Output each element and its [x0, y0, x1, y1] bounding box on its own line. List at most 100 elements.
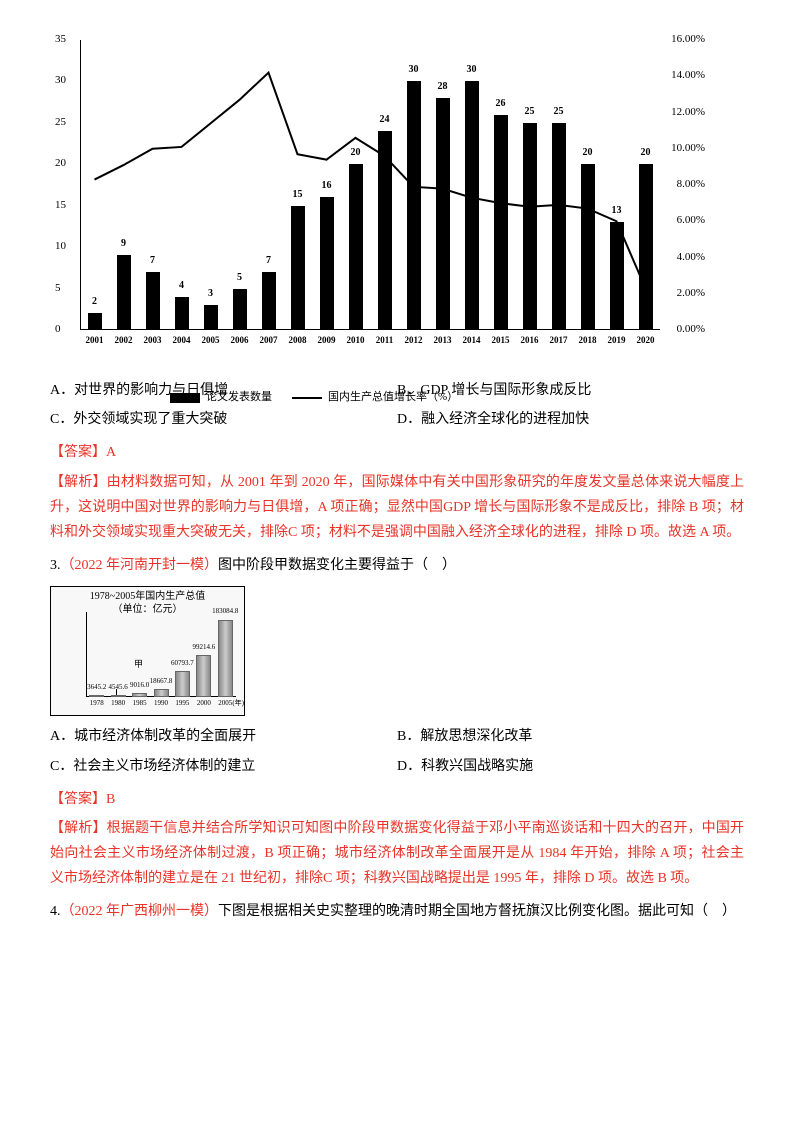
x-axis-label: 2018: [579, 332, 597, 348]
q3-exam-ref: （2022 年河南开封一模）: [61, 558, 219, 573]
bar-value-label: 9: [121, 235, 126, 253]
y-left-tick: 10: [55, 237, 66, 257]
small-x-label: 1990: [154, 697, 168, 710]
bar-value-label: 20: [641, 144, 651, 162]
chart-bar: [581, 164, 595, 330]
chart-bar: [436, 98, 450, 330]
x-axis-label: 2016: [521, 332, 539, 348]
chart-bar: [291, 206, 305, 330]
option-b: B．解放思想深化改革: [397, 724, 744, 749]
small-bar-label: 9016.0: [130, 679, 149, 692]
bar-value-label: 4: [179, 277, 184, 295]
bar-value-label: 16: [322, 177, 332, 195]
chart-bar: [320, 197, 334, 330]
q3-number: 3.: [50, 558, 61, 573]
y-right-tick: 0.00%: [677, 320, 705, 340]
x-axis-label: 2019: [608, 332, 626, 348]
q2-answer: 【答案】A: [50, 440, 744, 465]
main-combo-chart: 051015202530350.00%2.00%4.00%6.00%8.00%1…: [50, 30, 690, 370]
x-axis-label: 2009: [318, 332, 336, 348]
bar-value-label: 30: [467, 61, 477, 79]
x-axis-label: 2017: [550, 332, 568, 348]
bar-value-label: 30: [409, 61, 419, 79]
gdp-growth-line: [80, 40, 660, 330]
q4-exam-ref: （2022 年广西柳州一模）: [61, 904, 219, 919]
question-3-stem: 3.（2022 年河南开封一模）图中阶段甲数据变化主要得益于（ ）: [50, 553, 744, 578]
chart-bar: [378, 131, 392, 330]
option-d: D．融入经济全球化的进程加快: [397, 407, 744, 432]
gdp-small-chart: 1978~2005年国内生产总值 （单位：亿元） 甲 (年) 3645.2197…: [50, 586, 245, 716]
chart-bar: [407, 81, 421, 330]
y-left-tick: 30: [55, 72, 66, 92]
q3-analysis: 【解析】根据题干信息并结合所学知识可知图中阶段甲数据变化得益于邓小平南巡谈话和十…: [50, 816, 744, 892]
small-x-suffix: (年): [232, 697, 244, 710]
y-left-tick: 15: [55, 196, 66, 216]
chart-bar: [349, 164, 363, 330]
x-axis-label: 2004: [173, 332, 191, 348]
chart-bar: [494, 115, 508, 330]
y-right-tick: 2.00%: [677, 284, 705, 304]
x-axis-label: 2012: [405, 332, 423, 348]
bar-value-label: 13: [612, 202, 622, 220]
y-right-tick: 4.00%: [677, 248, 705, 268]
option-c: C．外交领域实现了重大突破: [50, 407, 397, 432]
small-bar-label: 18667.8: [150, 675, 173, 688]
small-x-label: 1978: [90, 697, 104, 710]
chart-bar: [639, 164, 653, 330]
small-bar-label: 99214.6: [192, 641, 215, 654]
chart-bar: [523, 123, 537, 330]
small-x-label: 1995: [175, 697, 189, 710]
bar-value-label: 25: [525, 103, 535, 121]
y-left-tick: 25: [55, 113, 66, 133]
bar-value-label: 20: [583, 144, 593, 162]
legend-bar-swatch: [170, 393, 200, 403]
bar-value-label: 5: [237, 269, 242, 287]
chart-bar: [610, 222, 624, 330]
small-title-line1: 1978~2005年国内生产总值: [51, 590, 244, 603]
bar-value-label: 7: [266, 252, 271, 270]
chart-bar: [204, 305, 218, 330]
chart-bar: [552, 123, 566, 330]
bar-value-label: 26: [496, 95, 506, 113]
bar-value-label: 25: [554, 103, 564, 121]
small-chart-bar: [196, 655, 211, 697]
option-c: C．社会主义市场经济体制的建立: [50, 754, 397, 779]
y-right-tick: 8.00%: [677, 175, 705, 195]
small-bar-label: 4545.6: [109, 681, 128, 694]
chart-bar: [117, 255, 131, 330]
y-right-tick: 14.00%: [671, 66, 705, 86]
legend-bar-label: 论文发表数量: [206, 388, 272, 408]
small-chart-plot: 甲 (年) 3645.219784545.619809016.019851866…: [86, 612, 236, 697]
q4-text: 下图是根据相关史实整理的晚清时期全国地方督抚旗汉比例变化图。据此可知（ ）: [218, 904, 736, 919]
small-bar-label: 183084.8: [212, 605, 238, 618]
bar-value-label: 3: [208, 285, 213, 303]
x-axis-label: 2002: [115, 332, 133, 348]
option-d: D．科教兴国战略实施: [397, 754, 744, 779]
legend-bar-item: 论文发表数量: [170, 388, 272, 408]
x-axis-label: 2006: [231, 332, 249, 348]
y-left-tick: 0: [55, 320, 61, 340]
x-axis-label: 2003: [144, 332, 162, 348]
bar-value-label: 28: [438, 78, 448, 96]
bar-value-label: 24: [380, 111, 390, 129]
small-x-label: 1985: [133, 697, 147, 710]
y-left-tick: 5: [55, 279, 61, 299]
small-bar-label: 60793.7: [171, 657, 194, 670]
bar-value-label: 20: [351, 144, 361, 162]
bar-value-label: 2: [92, 293, 97, 311]
chart-bar: [88, 313, 102, 330]
x-axis-label: 2014: [463, 332, 481, 348]
chart-bar: [146, 272, 160, 330]
x-axis-label: 2008: [289, 332, 307, 348]
chart-bar: [465, 81, 479, 330]
x-axis-label: 2007: [260, 332, 278, 348]
chart-plot-area: 051015202530350.00%2.00%4.00%6.00%8.00%1…: [80, 40, 660, 330]
chart-bar: [262, 272, 276, 330]
x-axis-label: 2013: [434, 332, 452, 348]
phase-marker: 甲: [134, 656, 143, 672]
legend-line-item: 国内生产总值增长率（%）: [292, 388, 458, 408]
chart-bar: [233, 289, 247, 330]
x-axis-label: 2001: [86, 332, 104, 348]
small-x-label: 1980: [111, 697, 125, 710]
chart-bar: [175, 297, 189, 330]
